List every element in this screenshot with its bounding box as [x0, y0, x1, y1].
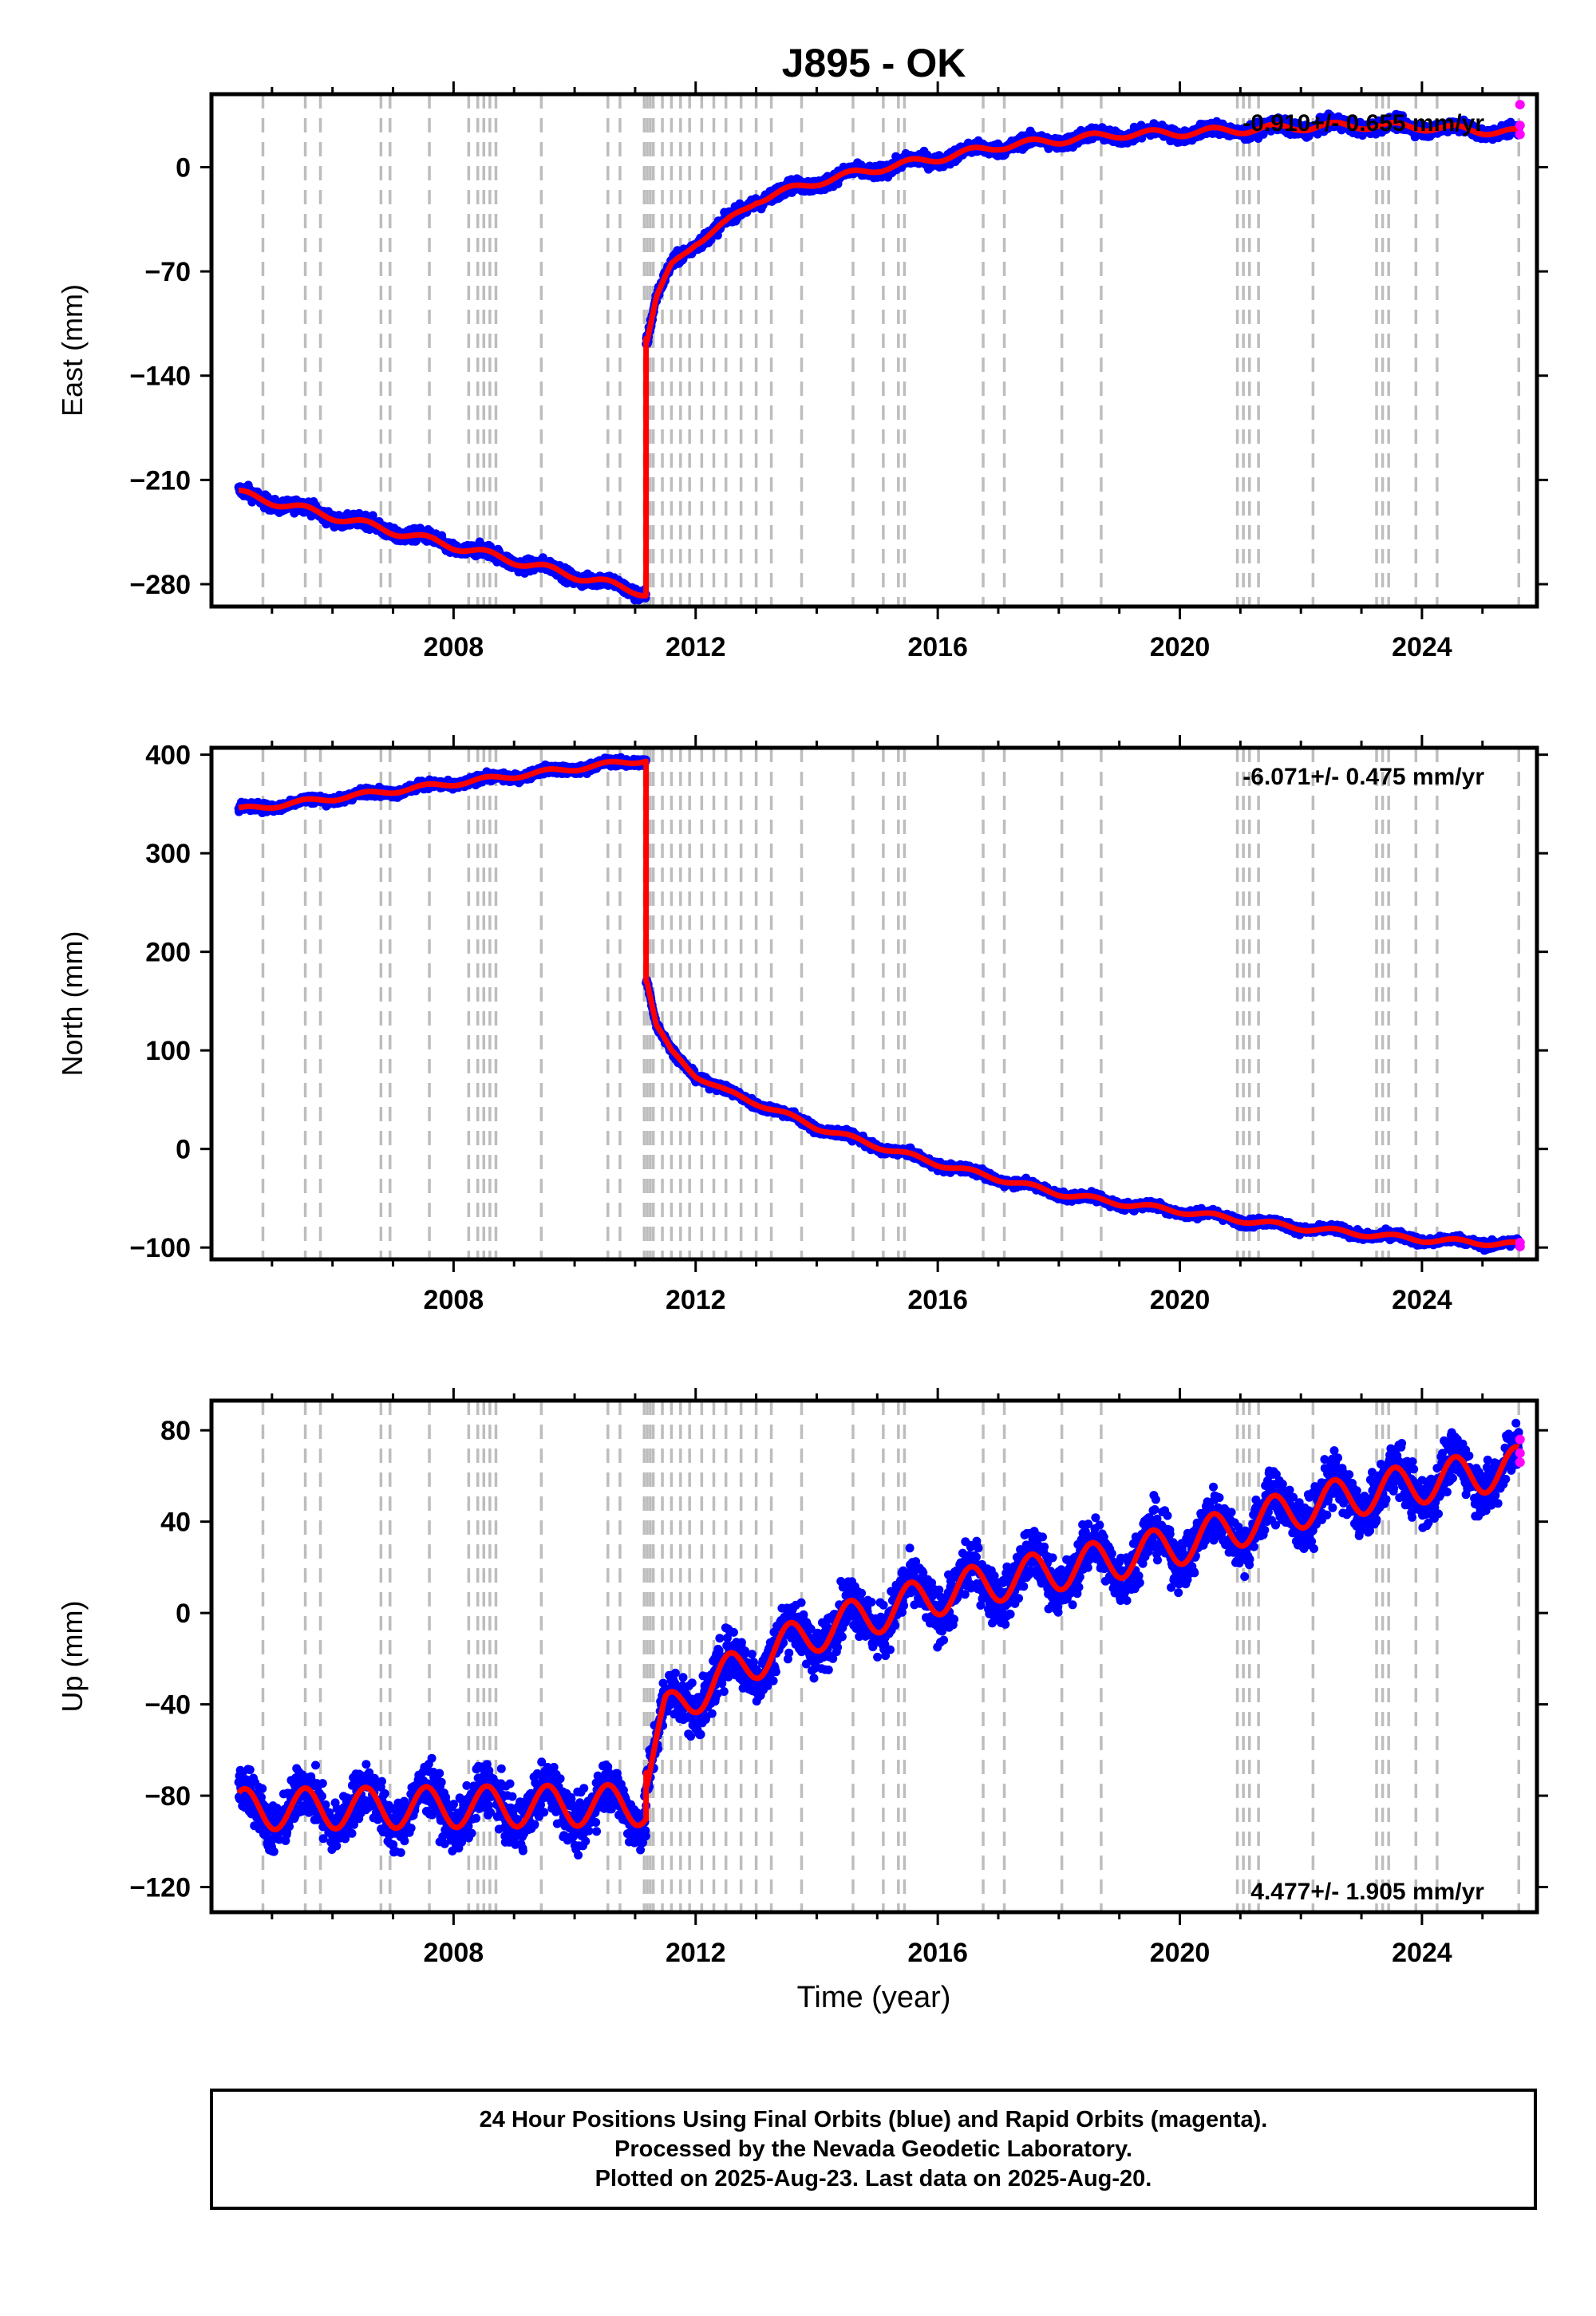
x-tick-label: 2020: [1150, 632, 1211, 662]
x-tick-label: 2008: [424, 632, 484, 662]
y-tick-label: 0: [176, 152, 191, 183]
panel-east: 0 −70 −140 −210 −280 2008 2012 2016 2020 2024 East…: [56, 81, 1548, 662]
rapid-orbit-point: [1515, 129, 1525, 140]
y-tick-label: −280: [129, 570, 191, 600]
y-tick-label: −70: [144, 257, 191, 287]
gps-timeseries-chart: J895 - OK 0 −70 −140 −210 −280 2008 2012 2016 20…: [56, 41, 1548, 2014]
velocity-label: -0.910+/- 0.655 mm/yr: [1242, 110, 1484, 136]
chart-title: J895 - OK: [782, 41, 966, 85]
rapid-orbit-point: [1515, 100, 1525, 110]
y-tick-label: −210: [129, 465, 191, 496]
x-tick-label: 2016: [907, 632, 968, 662]
rapid-orbit-point: [1515, 121, 1525, 131]
y-axis-label: East (mm): [56, 284, 89, 417]
x-tick-label: 2012: [666, 632, 726, 662]
final-orbit-points: [234, 109, 1523, 605]
y-tick-label: −140: [129, 362, 191, 392]
final-orbit-points: [234, 753, 1523, 1255]
x-tick-label: 2024: [1392, 632, 1452, 662]
